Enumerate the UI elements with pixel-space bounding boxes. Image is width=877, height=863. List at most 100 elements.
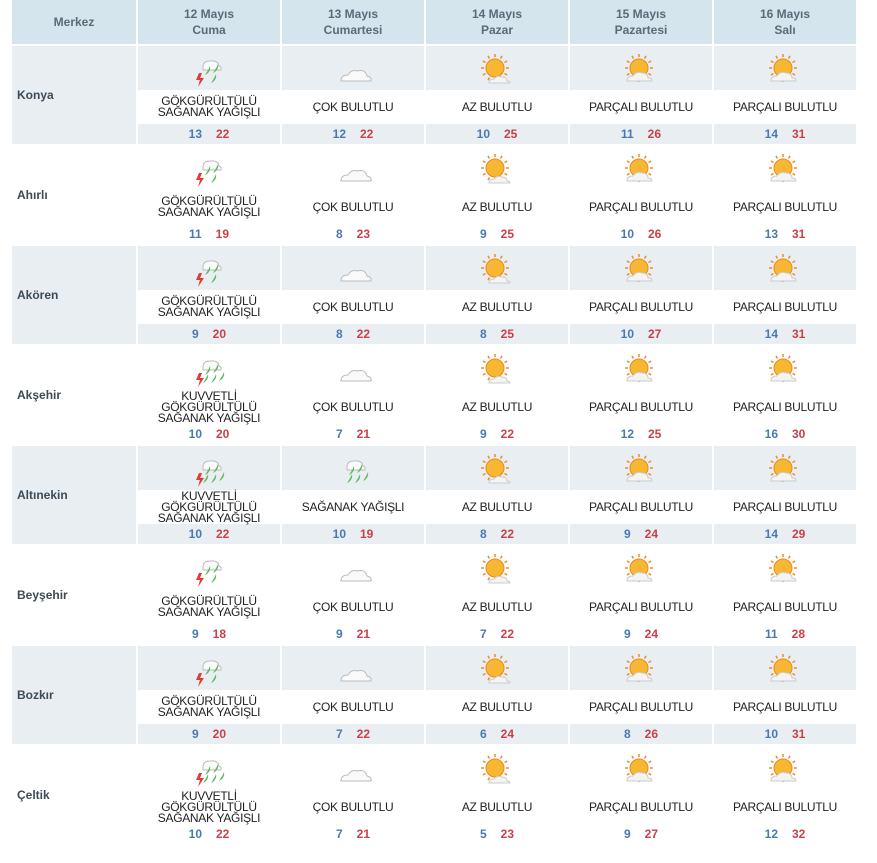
weather-description: PARÇALI BULUTLU	[714, 190, 856, 224]
high-temp: 20	[212, 727, 227, 741]
weather-icon-cell	[714, 346, 856, 390]
city-name: Ahırlı	[12, 146, 136, 246]
description-row: GÖKGÜRÜLTÜLÜ SAĞANAK YAĞIŞLI ÇOK BULUTLU A…	[12, 190, 856, 224]
weather-description: PARÇALI BULUTLU	[714, 490, 856, 524]
city-name: Akşehir	[12, 346, 136, 446]
low-temp: 9	[335, 627, 343, 641]
header-date: 12 Mayıs	[183, 7, 235, 21]
heavy-thunder-rain-icon	[196, 760, 225, 787]
weather-description: ÇOK BULUTLU	[282, 90, 424, 124]
header-date: 13 Mayıs	[327, 7, 379, 21]
description-row: KUVVETLİ GÖKGÜRÜLTÜLÜ SAĞANAK YAĞIŞLI SAĞ…	[12, 490, 856, 524]
weather-description: PARÇALI BULUTLU	[570, 290, 712, 324]
temperature-cell: 7 21	[282, 824, 424, 846]
weather-icon-cell	[426, 346, 568, 390]
temperature-cell: 9 24	[570, 624, 712, 646]
weather-description: ÇOK BULUTLU	[282, 690, 424, 724]
header-date: 16 Mayıs	[759, 7, 811, 21]
partly-cloudy-icon	[625, 754, 653, 782]
city-row: Ahırlı	[12, 146, 856, 246]
partly-cloudy-icon	[625, 654, 653, 682]
partly-cloudy-icon	[625, 354, 653, 382]
high-temp: 22	[216, 527, 230, 541]
weather-description: PARÇALI BULUTLU	[570, 690, 712, 724]
weather-description: AZ BULUTLU	[426, 790, 568, 824]
low-temp: 9	[479, 227, 487, 241]
header-date: 15 Mayıs	[615, 7, 667, 21]
weather-icon-cell	[570, 746, 712, 790]
weather-description: ÇOK BULUTLU	[282, 190, 424, 224]
header-day-0: 12 Mayıs Cuma	[138, 0, 280, 46]
weather-description: PARÇALI BULUTLU	[714, 290, 856, 324]
low-temp: 10	[476, 127, 490, 141]
cloudy-icon	[340, 770, 372, 782]
mostly-sunny-icon	[481, 454, 511, 484]
weather-description: KUVVETLİ GÖKGÜRÜLTÜLÜ SAĞANAK YAĞIŞLI	[138, 790, 280, 824]
header-weekday: Salı	[774, 23, 796, 37]
temperature-cell: 9 25	[426, 224, 568, 246]
mostly-sunny-icon	[481, 154, 511, 184]
weather-description: ÇOK BULUTLU	[282, 390, 424, 424]
header-date: 14 Mayıs	[471, 7, 523, 21]
thunder-rain-icon	[196, 60, 222, 87]
high-temp: 31	[792, 127, 806, 141]
header-weekday: Cumartesi	[323, 23, 383, 37]
temperature-cell: 7 22	[282, 724, 424, 746]
temperature-cell: 14 31	[714, 124, 856, 146]
high-temp: 22	[500, 627, 515, 641]
low-temp: 9	[623, 627, 631, 641]
temperature-cell: 10 22	[138, 824, 280, 846]
high-temp: 20	[212, 327, 227, 341]
temperature-cell: 9 24	[570, 524, 712, 546]
weather-description: PARÇALI BULUTLU	[714, 590, 856, 624]
low-temp: 10	[188, 527, 202, 541]
low-temp: 9	[623, 527, 631, 541]
partly-cloudy-icon	[769, 254, 797, 282]
low-temp: 7	[335, 427, 343, 441]
temperature-row: 13 22 12 22 10 25 11 26 14 31	[12, 124, 856, 146]
weather-description: AZ BULUTLU	[426, 590, 568, 624]
temperature-cell: 12 22	[282, 124, 424, 146]
weather-icon-cell	[570, 546, 712, 590]
weather-description: GÖKGÜRÜLTÜLÜ SAĞANAK YAĞIŞLI	[138, 590, 280, 624]
high-temp: 19	[215, 227, 230, 241]
weather-icon-cell	[282, 246, 424, 290]
temperature-cell: 9 21	[282, 624, 424, 646]
high-temp: 19	[360, 527, 374, 541]
high-temp: 21	[356, 827, 371, 841]
partly-cloudy-icon	[625, 554, 653, 582]
temperature-cell: 10 22	[138, 524, 280, 546]
weather-description: ÇOK BULUTLU	[282, 590, 424, 624]
partly-cloudy-icon	[769, 354, 797, 382]
weather-icon-cell	[426, 46, 568, 90]
high-temp: 26	[648, 227, 662, 241]
weather-description: PARÇALI BULUTLU	[570, 90, 712, 124]
high-temp: 20	[216, 427, 230, 441]
thunder-rain-icon	[196, 660, 222, 687]
temperature-cell: 10 19	[282, 524, 424, 546]
weather-icon-cell	[714, 146, 856, 190]
low-temp: 13	[764, 227, 778, 241]
weather-description: GÖKGÜRÜLTÜLÜ SAĞANAK YAĞIŞLI	[138, 690, 280, 724]
high-temp: 22	[356, 327, 371, 341]
weather-description: GÖKGÜRÜLTÜLÜ SAĞANAK YAĞIŞLI	[138, 90, 280, 124]
high-temp: 31	[792, 727, 806, 741]
low-temp: 10	[332, 527, 346, 541]
temperature-cell: 9 20	[138, 724, 280, 746]
weather-description: KUVVETLİ GÖKGÜRÜLTÜLÜ SAĞANAK YAĞIŞLI	[138, 490, 280, 524]
weather-icon-cell	[138, 246, 280, 290]
temperature-cell: 13 22	[138, 124, 280, 146]
low-temp: 9	[623, 827, 631, 841]
partly-cloudy-icon	[625, 254, 653, 282]
high-temp: 25	[648, 427, 662, 441]
temperature-cell: 11 19	[138, 224, 280, 246]
description-row: GÖKGÜRÜLTÜLÜ SAĞANAK YAĞIŞLI ÇOK BULUTLU A…	[12, 590, 856, 624]
weather-icon-cell	[714, 446, 856, 490]
low-temp: 9	[191, 627, 199, 641]
temperature-row: 11 19 8 23 9 25 10 26 13 31	[12, 224, 856, 246]
weather-icon-cell	[426, 646, 568, 690]
city-name: Akören	[12, 246, 136, 346]
low-temp: 10	[188, 427, 202, 441]
temperature-cell: 10 26	[570, 224, 712, 246]
mostly-sunny-icon	[481, 354, 511, 384]
